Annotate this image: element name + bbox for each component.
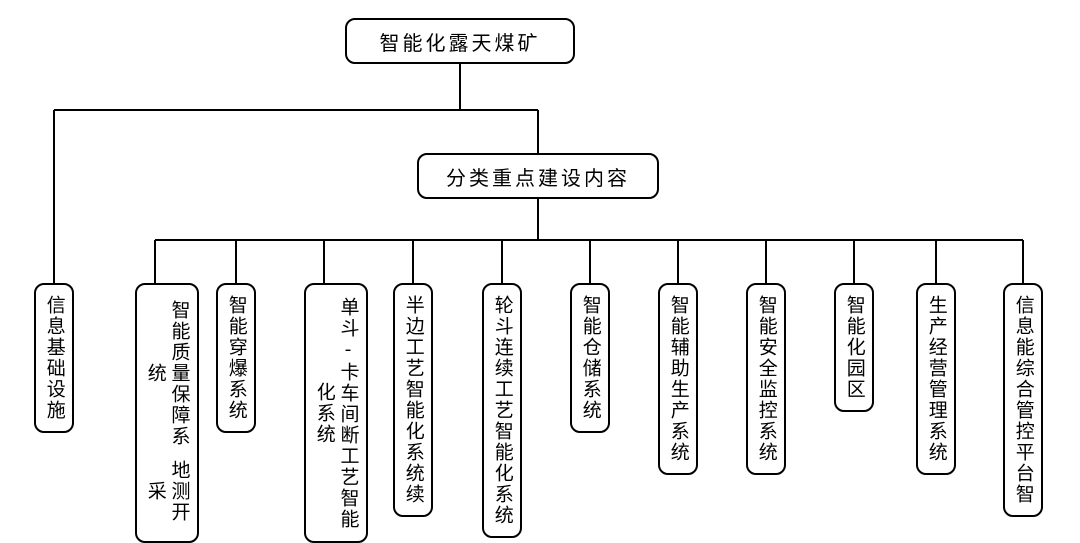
- leaf-label: 智能安全监控系统: [754, 295, 778, 463]
- leaf-label: 智: [1011, 484, 1035, 505]
- leaf-node: 单斗-卡车间断工艺智能化系统: [304, 283, 368, 543]
- mid-label: 分类重点建设内容: [446, 162, 630, 191]
- leaf-node: 轮斗连续工艺智能化系统: [482, 283, 522, 538]
- leaf-label: 智能辅助生产系统: [666, 295, 690, 463]
- leaf-label: 续: [401, 484, 425, 505]
- leaf-label: 信息能综合管控平台: [1011, 295, 1035, 484]
- leaf-label: 信息基础设施: [42, 295, 66, 421]
- leaf-node: 智能穿爆系统: [216, 283, 256, 433]
- leaf-label: 轮斗连续工艺智能化系统: [490, 295, 514, 526]
- leaf-label: 智能仓储系统: [578, 295, 602, 421]
- leaf-node: 智能化园区: [834, 283, 874, 412]
- leaf-label: 智能穿爆系统: [224, 295, 248, 421]
- leaf-node: 智能安全监控系统: [746, 283, 786, 475]
- leaf-node: 智能仓储系统: [570, 283, 610, 433]
- leaf-label: 智能化园区: [842, 295, 866, 400]
- leaf-label: 地测开采: [143, 452, 191, 531]
- leaf-label: 智能质量保障系统: [143, 295, 191, 452]
- root-label: 智能化露天煤矿: [380, 27, 541, 56]
- leaf-node: 智能辅助生产系统: [658, 283, 698, 475]
- leaf-label: 生产经营管理系统: [924, 295, 948, 463]
- leaf-label: 单斗-卡车间断工艺智能化系统: [312, 295, 360, 531]
- leaf-node: 生产经营管理系统: [916, 283, 956, 475]
- leaf-node: 半边工艺智能化系统续: [393, 283, 433, 517]
- leaf-node: 智能质量保障系统地测开采: [135, 283, 199, 543]
- root-node: 智能化露天煤矿: [345, 18, 575, 64]
- mid-node: 分类重点建设内容: [417, 153, 659, 199]
- leaf-label: 半边工艺智能化系统: [401, 295, 425, 484]
- leaf-node: 信息能综合管控平台智: [1003, 283, 1043, 517]
- leaf-node: 信息基础设施: [34, 283, 74, 433]
